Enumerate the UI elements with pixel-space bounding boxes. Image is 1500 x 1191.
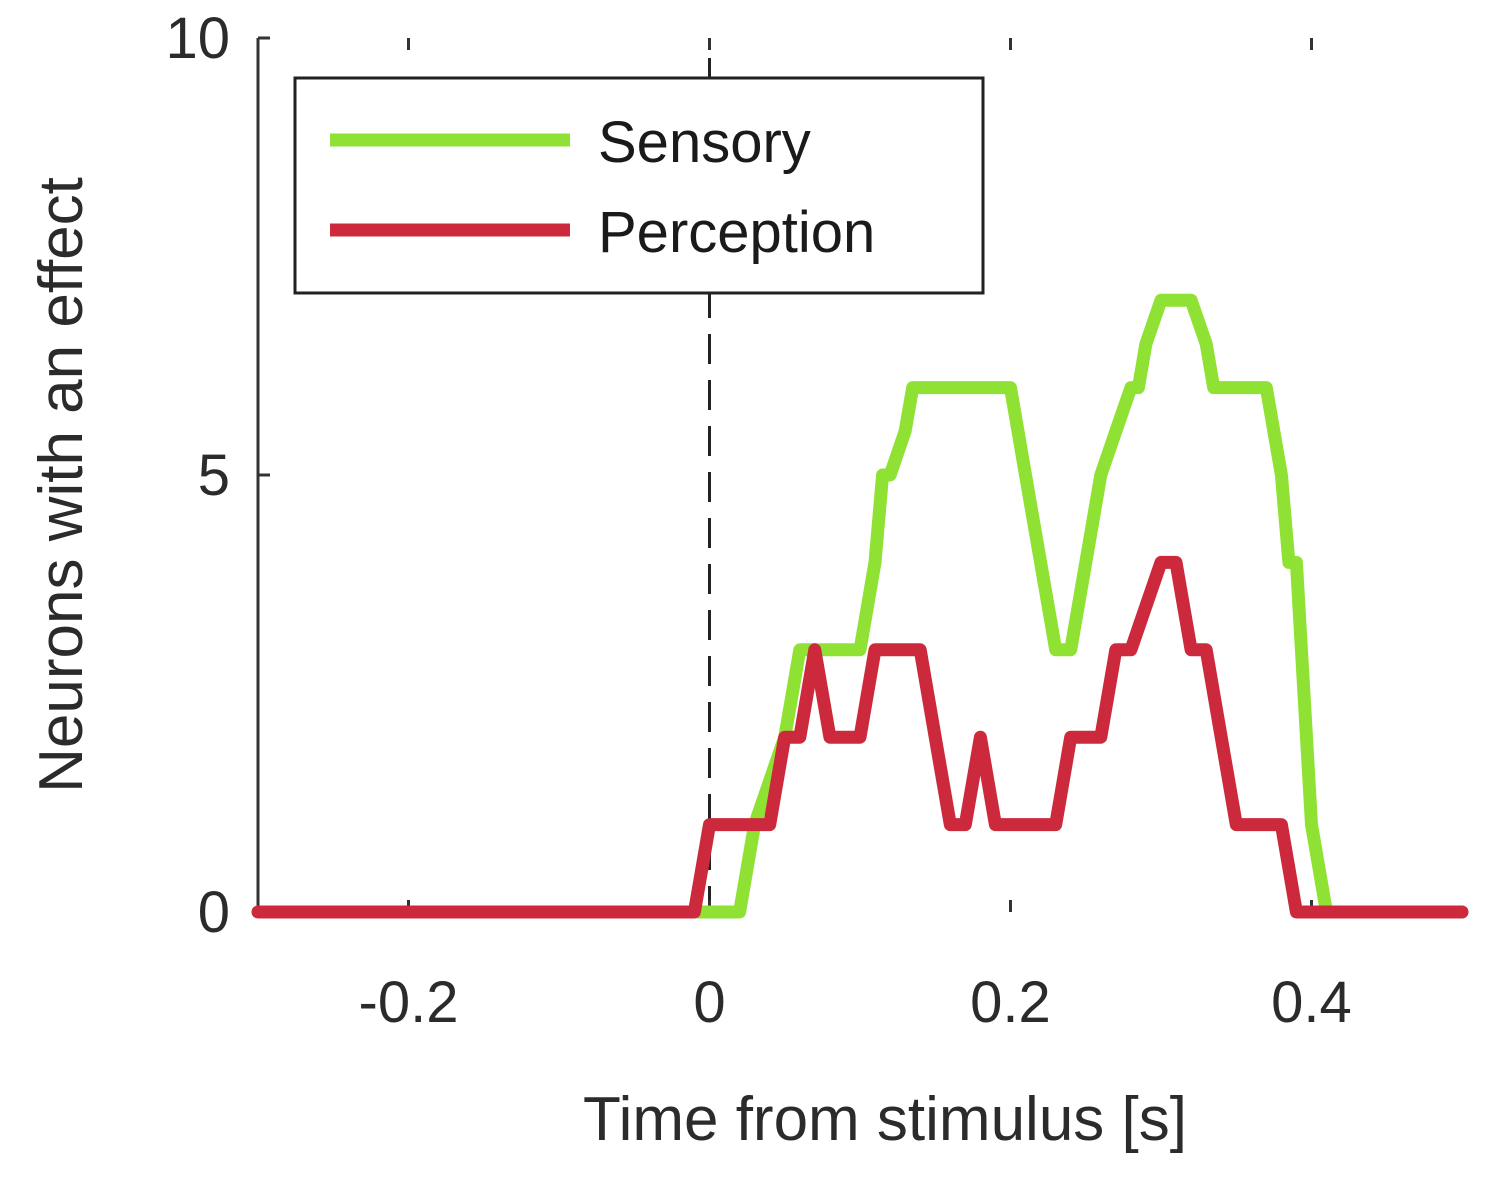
x-axis-label: Time from stimulus [s] — [583, 1085, 1187, 1154]
tick-labels: 0 5 10 -0.2 0 0.2 0.4 — [165, 6, 1351, 1035]
x-tick-label: -0.2 — [359, 970, 459, 1035]
series-lines — [251, 293, 1469, 919]
x-tick-label: 0 — [693, 970, 725, 1035]
series-line-perception — [251, 555, 1469, 919]
y-tick-label: 10 — [165, 6, 230, 71]
y-axis-label: Neurons with an effect — [27, 177, 96, 793]
y-tick-label: 0 — [198, 880, 230, 945]
legend-label-sensory: Sensory — [598, 110, 811, 175]
legend-label-perception: Perception — [598, 200, 875, 265]
x-tick-label: 0.2 — [970, 970, 1051, 1035]
y-tick-label: 5 — [198, 443, 230, 508]
legend: Sensory Perception — [293, 76, 985, 295]
legend-box — [293, 76, 985, 295]
x-tick-label: 0.4 — [1271, 970, 1352, 1035]
series-line-sensory — [251, 293, 1469, 919]
